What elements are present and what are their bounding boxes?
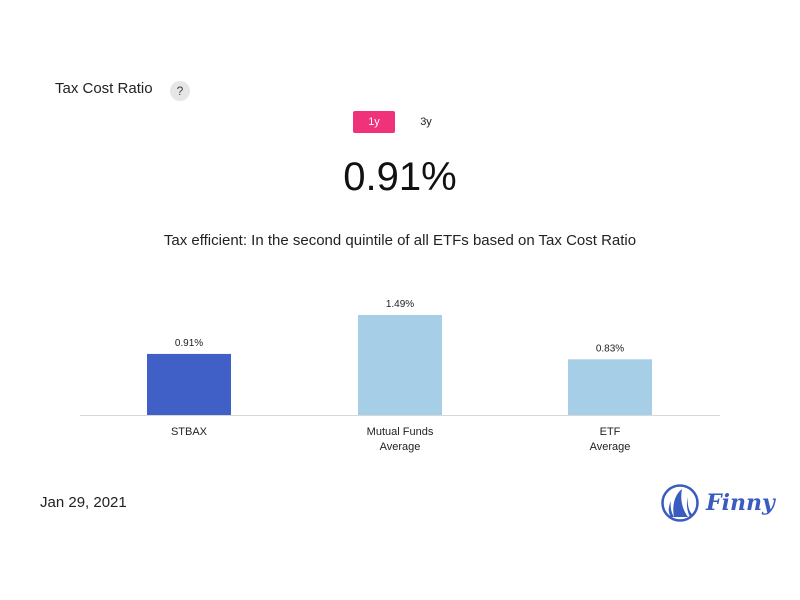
bar-chart: 0.91% STBAX 1.49% Mutual Funds Average 0.83% E… — [80, 299, 720, 453]
bar-value-label: 0.83% — [596, 343, 624, 354]
category-label: ETF — [600, 426, 621, 438]
finny-logo[interactable]: Finny — [660, 483, 775, 523]
bar — [358, 315, 442, 415]
bar-value-label: 0.91% — [175, 338, 203, 349]
category-label: Average — [380, 441, 421, 453]
tax-cost-ratio-value: 0.91% — [343, 155, 457, 199]
as-of-date: Jan 29, 2021 — [40, 494, 127, 511]
bar-value-label: 1.49% — [386, 299, 414, 310]
tax-efficiency-description: Tax efficient: In the second quintile of… — [163, 232, 637, 249]
category-label: Average — [590, 441, 631, 453]
tab-3y[interactable]: 3y — [420, 116, 432, 128]
finny-logo-text: Finny — [706, 490, 775, 516]
category-label: STBAX — [171, 426, 208, 438]
category-label: Mutual Funds — [367, 426, 434, 438]
period-tabs: 1y 3y — [353, 111, 447, 133]
bar — [568, 359, 652, 415]
bar — [147, 353, 231, 415]
chart-title: Tax Cost Ratio — [55, 80, 153, 97]
help-icon[interactable]: ? — [170, 81, 190, 101]
finny-logo-icon — [661, 484, 699, 522]
tab-1y[interactable]: 1y — [353, 111, 395, 133]
